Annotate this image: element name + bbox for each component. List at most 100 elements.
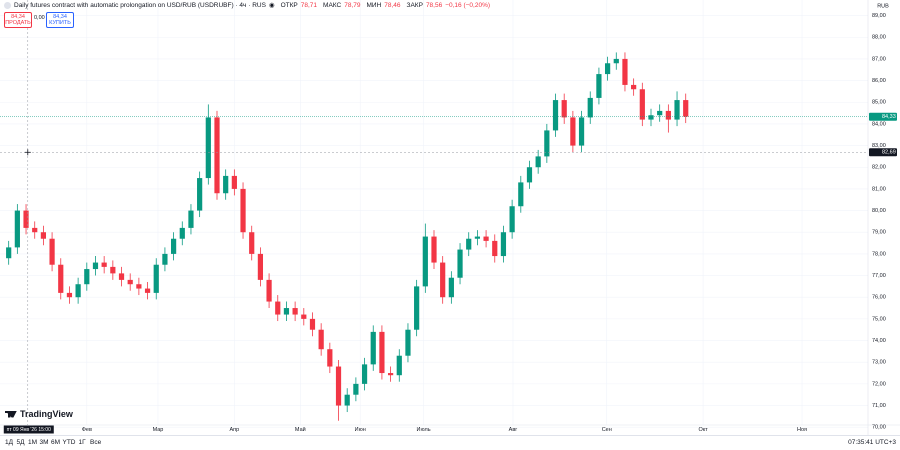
candle-body — [683, 100, 689, 117]
crosshair-time-tag — [3, 425, 54, 434]
candle-body — [552, 100, 559, 131]
x-tick-label: Мар — [153, 427, 164, 433]
candle-body — [162, 253, 168, 265]
candle-body — [223, 175, 229, 194]
ohlc-change: −0,16 (−0,20%) — [445, 1, 491, 9]
candle-body — [474, 236, 481, 239]
eye-icon[interactable]: ◉ — [268, 2, 275, 9]
y-tick-label: 78,00 — [872, 251, 886, 257]
candle-body — [231, 175, 237, 189]
candle-body — [249, 232, 255, 254]
ohlc-value: 78,79 — [344, 1, 361, 9]
candle-body — [84, 269, 90, 285]
y-tick-label: 80,00 — [872, 208, 886, 214]
candle-body — [544, 130, 550, 157]
y-tick-label: 87,00 — [872, 56, 886, 62]
y-tick-label: 89,00 — [872, 13, 886, 19]
y-tick-label: 77,00 — [872, 273, 886, 279]
logo-mark — [5, 410, 17, 418]
candle-body — [639, 89, 645, 120]
candle-body — [318, 329, 324, 350]
candle-body — [66, 292, 73, 298]
candle-body — [361, 364, 368, 384]
candle-body — [457, 249, 463, 278]
range-button[interactable]: 5Д — [16, 439, 25, 446]
candle-body — [275, 301, 281, 315]
currency: RUB — [877, 3, 889, 9]
candle-body — [631, 84, 637, 90]
logo[interactable]: TradingView — [5, 409, 73, 419]
y-tick-label: 85,00 — [872, 100, 886, 106]
range-button[interactable]: 1М — [28, 439, 38, 446]
range-button[interactable]: 3М — [39, 439, 49, 446]
candle-body — [23, 210, 29, 228]
candle-body — [101, 262, 107, 267]
range-button[interactable]: YTD — [62, 439, 76, 446]
y-tick-label: 82,00 — [872, 165, 886, 171]
crosshair-time-label: пт 09 Янв '26 15:00 — [7, 427, 51, 433]
candle-body — [110, 266, 116, 274]
ohlc-value: 78,46 — [384, 1, 401, 9]
ohlc-value: 78,71 — [300, 1, 318, 9]
ohlc-label: ЗАКР — [406, 1, 423, 9]
candle-body — [205, 117, 211, 179]
candle-body — [483, 236, 489, 241]
candle-body — [674, 100, 680, 120]
buy-button[interactable]: 84,34 КУПИТЬ — [46, 12, 74, 28]
x-tick-label: Июль — [417, 427, 431, 433]
sell-button[interactable]: 84,34 ПРОДАТЬ — [4, 12, 32, 28]
candle-body — [387, 373, 394, 376]
range-button[interactable]: 1Д — [5, 439, 14, 446]
candle-body — [283, 308, 290, 315]
candle-body — [344, 394, 350, 406]
candle-body — [257, 253, 264, 280]
x-tick-label: Июн — [355, 427, 366, 433]
x-tick-label: Май — [295, 426, 306, 433]
y-tick-label: 72,00 — [872, 381, 886, 387]
candle-body — [309, 318, 316, 330]
candle-body — [327, 349, 333, 367]
y-tick-label: 86,00 — [872, 78, 886, 84]
candle-body — [570, 117, 576, 146]
candle-body — [648, 115, 654, 120]
candle-body — [240, 188, 246, 233]
candle-body — [535, 156, 541, 168]
y-tick-label: 70,00 — [872, 425, 886, 431]
candle-body — [214, 117, 220, 194]
candle-body — [370, 331, 376, 365]
candle-body — [466, 238, 472, 250]
candle-body — [266, 279, 272, 302]
logo-text: TradingView — [20, 409, 73, 419]
candle-body — [405, 329, 411, 356]
candle-body — [197, 178, 203, 211]
candle-body — [604, 63, 611, 75]
candle-body — [58, 264, 64, 293]
y-tick-label: 76,00 — [872, 295, 886, 301]
symbol-title[interactable]: Daily futures contract with automatic pr… — [14, 1, 266, 9]
last-price-tag — [869, 112, 897, 121]
candle-body — [500, 232, 507, 257]
candle-body — [353, 383, 359, 395]
y-tick-label: 84,00 — [872, 121, 886, 127]
candle-body — [335, 366, 342, 406]
candle-body — [613, 58, 619, 64]
candle-body — [127, 279, 133, 285]
sell-label: ПРОДАТЬ — [5, 19, 31, 26]
crosshair-price-label: 82,69 — [882, 150, 896, 156]
candle-body — [379, 331, 385, 374]
clock[interactable]: 07:35:41 UTC+3 — [848, 439, 896, 446]
candle-body — [92, 262, 99, 270]
candle-body — [144, 288, 151, 293]
y-tick-label: 88,00 — [872, 35, 886, 41]
candle-body — [622, 58, 628, 85]
candle-body — [301, 314, 307, 319]
candle-body — [188, 210, 194, 228]
range-button[interactable]: Все — [90, 439, 102, 446]
range-button[interactable]: 1Г — [78, 439, 86, 446]
x-tick-label: Сен — [602, 427, 612, 433]
range-button[interactable]: 6М — [51, 439, 61, 446]
toolbar: 07:35:41 UTC+3 1Д 5Д 1М 3М 6М YTD 1Г Все — [0, 435, 900, 450]
candle-body — [170, 238, 177, 254]
candle-body — [292, 308, 298, 315]
candle-body — [526, 167, 533, 183]
